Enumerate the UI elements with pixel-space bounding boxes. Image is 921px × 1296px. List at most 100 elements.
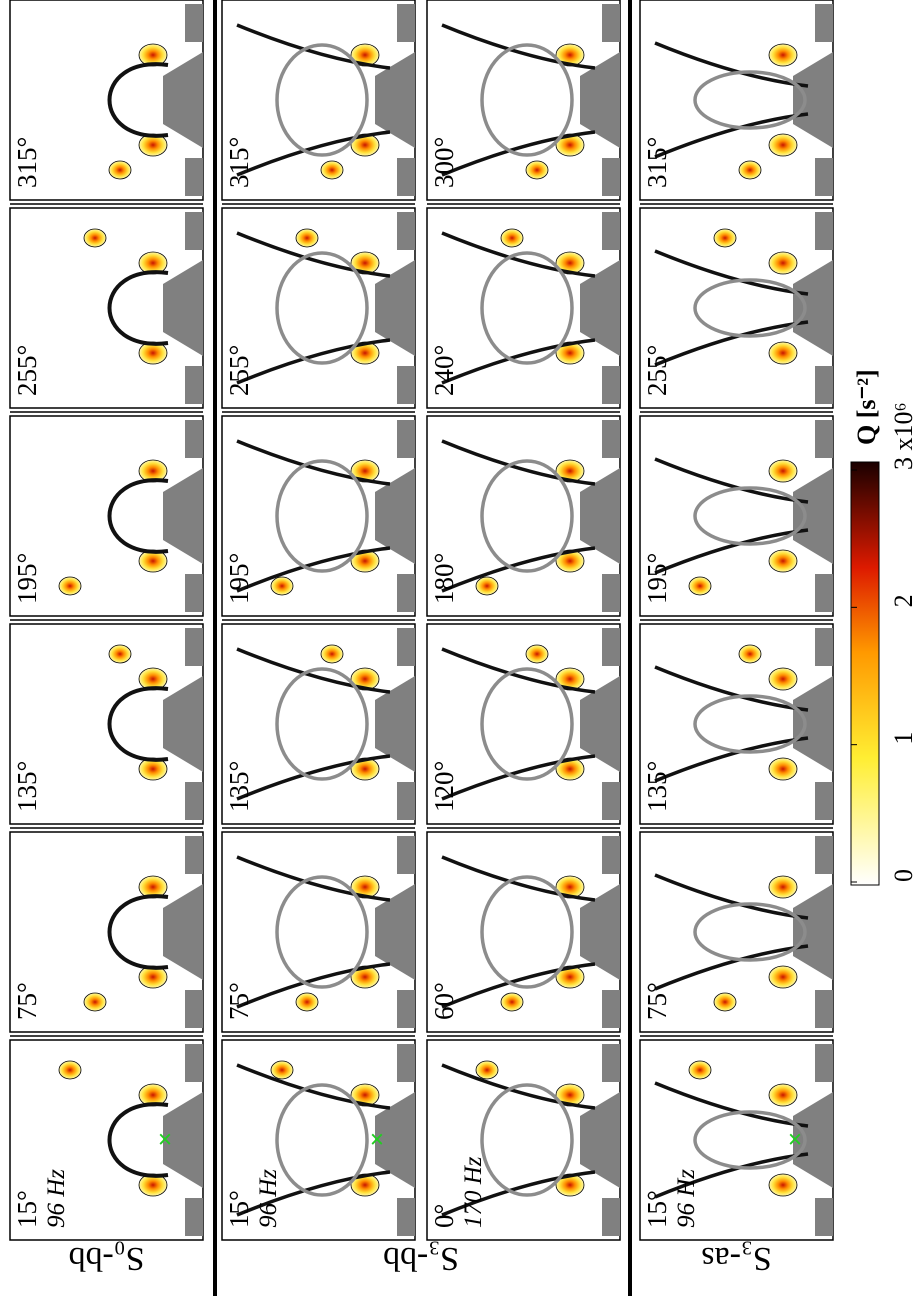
angle-label: 60° [429, 982, 459, 1020]
angle-label: 135° [12, 761, 42, 812]
jet-boundary [441, 1170, 596, 1217]
gray-contour [693, 70, 807, 130]
wall [185, 4, 203, 42]
nozzle [580, 260, 620, 356]
jet-boundary [236, 1063, 391, 1110]
angle-label: 300° [429, 137, 459, 188]
nozzle [580, 884, 620, 980]
vortex-contour [768, 667, 798, 691]
angle-label: 15° [12, 1190, 42, 1228]
wall [815, 366, 833, 404]
wall [602, 990, 620, 1028]
wall [602, 574, 620, 612]
jet-boundary [441, 647, 596, 694]
jet-boundary [236, 647, 391, 694]
wall [815, 158, 833, 196]
vortex-contour [58, 576, 82, 596]
frequency-label: 96 Hz [255, 1169, 282, 1228]
wall [602, 1198, 620, 1236]
wall [815, 782, 833, 820]
wall [397, 574, 415, 612]
wall [602, 1044, 620, 1082]
vortex-contour [768, 1173, 798, 1197]
gray-contour [693, 694, 807, 754]
vortex-contour [768, 965, 798, 989]
angle-label: 255° [642, 345, 672, 396]
vortex-contour [738, 644, 762, 664]
vortex-contour [295, 992, 319, 1012]
nozzle [375, 884, 415, 980]
wall [397, 1044, 415, 1082]
angle-label: 315° [224, 137, 254, 188]
angle-label: 255° [12, 345, 42, 396]
wall [185, 574, 203, 612]
wall [815, 628, 833, 666]
nozzle [375, 468, 415, 564]
gray-contour [480, 1083, 574, 1197]
gray-contour [693, 902, 807, 962]
vortex-contour [83, 228, 107, 248]
wall [185, 212, 203, 250]
wall [602, 4, 620, 42]
colorbar-tick-label: 0 [889, 869, 918, 882]
jet-boundary [236, 23, 391, 70]
wall [185, 1198, 203, 1236]
probe-marker: × [788, 1125, 803, 1154]
vortex-ring [107, 478, 169, 554]
nozzle [375, 52, 415, 148]
vortex-contour [270, 1060, 294, 1080]
gray-contour [275, 43, 369, 157]
colorbar [850, 461, 880, 886]
vortex-contour [768, 341, 798, 365]
probe-marker: × [370, 1125, 385, 1154]
angle-label: 75° [12, 982, 42, 1020]
vortex-contour [713, 228, 737, 248]
vortex-contour [108, 160, 132, 180]
gray-contour [693, 486, 807, 546]
nozzle [163, 52, 203, 148]
wall [185, 836, 203, 874]
nozzle [375, 260, 415, 356]
vortex-contour [768, 757, 798, 781]
wall [185, 158, 203, 196]
gray-contour [275, 1083, 369, 1197]
wall [185, 990, 203, 1028]
colorbar-tick-label: 3 x10⁶ [889, 402, 918, 470]
angle-label: 180° [429, 553, 459, 604]
jet-boundary [236, 338, 391, 385]
wall [397, 420, 415, 458]
angle-label: 135° [224, 761, 254, 812]
jet-boundary [441, 754, 596, 801]
vortex-contour [320, 644, 344, 664]
jet-boundary [236, 962, 391, 1009]
nozzle [163, 468, 203, 564]
wall [815, 4, 833, 42]
vortex-contour [713, 992, 737, 1012]
group-label: S₀-bb [68, 1240, 144, 1277]
wall [397, 4, 415, 42]
angle-label: 195° [12, 553, 42, 604]
jet-boundary [441, 546, 596, 593]
wall [397, 1198, 415, 1236]
gray-contour [275, 875, 369, 989]
probe-marker: × [158, 1125, 173, 1154]
colorbar-tick-label: 1 [889, 732, 918, 745]
wall [397, 212, 415, 250]
vortex-contour [320, 160, 344, 180]
angle-label: 120° [429, 761, 459, 812]
wall [397, 836, 415, 874]
wall [397, 628, 415, 666]
nozzle [375, 1092, 415, 1188]
angle-label: 240° [429, 345, 459, 396]
angle-label: 0° [429, 1204, 459, 1228]
gray-contour [480, 875, 574, 989]
vortex-ring [107, 686, 169, 762]
colorbar-tick-label: 2 [889, 594, 918, 607]
vortex-contour [270, 576, 294, 596]
wall [602, 782, 620, 820]
wall [185, 1044, 203, 1082]
angle-label: 135° [642, 761, 672, 812]
wall [185, 782, 203, 820]
vortex-ring [107, 894, 169, 970]
jet-boundary [441, 962, 596, 1009]
